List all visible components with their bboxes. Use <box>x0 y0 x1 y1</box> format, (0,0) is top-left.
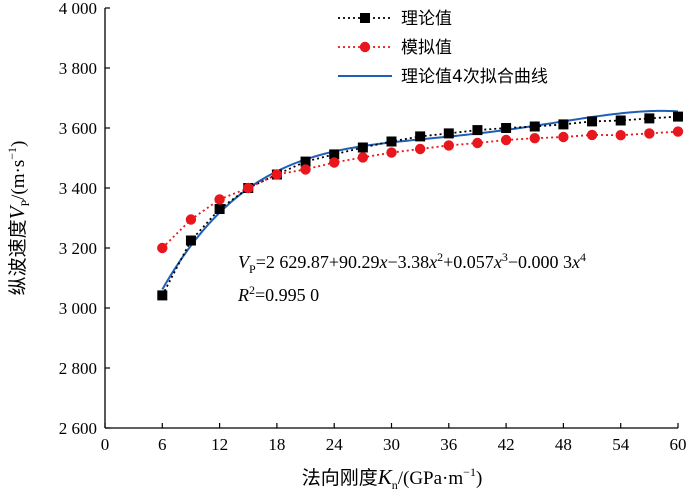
legend-fit-label: 理论值4次拟合曲线 <box>401 67 548 87</box>
fit-equation-part: 3 <box>502 250 508 264</box>
theory-point <box>501 123 512 133</box>
theory-point <box>443 128 454 139</box>
y-tick-label: 3 800 <box>59 59 97 78</box>
simulated-point <box>558 131 569 143</box>
x-tick-label: 24 <box>326 435 344 454</box>
series-layer <box>157 109 684 301</box>
y-tick-label: 3 000 <box>59 299 97 318</box>
theory-point <box>673 111 683 122</box>
x-tick-label: 60 <box>670 435 687 454</box>
simulated-point <box>615 130 626 141</box>
simulated-point <box>214 194 225 205</box>
x-tick-label: 42 <box>498 435 515 454</box>
simulated-point <box>472 137 483 149</box>
simulated-point <box>529 133 540 144</box>
x-tick-label: 6 <box>158 435 167 454</box>
legend-simulated-label: 模拟值 <box>401 38 452 58</box>
legend-simulated-marker <box>359 41 371 53</box>
theory-point <box>329 149 340 160</box>
simulated-point <box>185 214 197 225</box>
y-axis-title: 纵波速度VP/(m·s−1) <box>5 141 32 296</box>
r-squared-label: R2=0.995 0 <box>237 283 319 305</box>
fit-equation-part: V <box>238 252 251 272</box>
theory-point <box>415 131 426 142</box>
fit-equation-part: +0.057 <box>443 252 494 272</box>
x-tick-label: 54 <box>612 435 630 454</box>
simulated-point <box>672 126 684 137</box>
fit-equation-part: −3.38 <box>388 252 430 272</box>
theory-point <box>157 290 168 301</box>
x-axis-title: 法向刚度Kn/(GPa·m−1) <box>302 465 483 492</box>
y-tick-label: 2 800 <box>59 359 97 378</box>
fit-equation-part: 4 <box>580 250 586 264</box>
r-squared-label-part: R <box>237 285 249 305</box>
simulated-point <box>586 129 598 141</box>
simulated-point <box>386 147 397 158</box>
fit-equation-part: x <box>571 252 580 272</box>
legend-theory-marker <box>360 13 370 23</box>
x-tick-label: 12 <box>211 435 228 454</box>
simulated-point <box>157 242 168 254</box>
simulated-point <box>243 182 254 194</box>
theory-point <box>357 142 368 153</box>
simulated-point <box>329 157 340 168</box>
legend-theory-label: 理论值 <box>401 9 452 29</box>
y-tick-label: 3 400 <box>59 179 97 198</box>
x-axis-ticks: 0 6 12 18 24 30 36 42 48 54 60 <box>101 423 687 454</box>
y-tick-label: 2 600 <box>59 419 97 438</box>
simulated-point <box>357 152 369 163</box>
fit-equation-part: 2 <box>437 250 443 264</box>
theory-point <box>529 121 540 132</box>
theory-point <box>558 119 569 130</box>
theory-point <box>644 113 655 124</box>
x-tick-label: 0 <box>101 435 110 454</box>
y-tick-label: 3 600 <box>59 119 97 138</box>
theory-point <box>472 125 483 136</box>
x-tick-label: 48 <box>555 435 572 454</box>
annotations: VP=2 629.87+90.29x−3.38x2+0.057x3−0.000 … <box>237 250 586 305</box>
simulated-point <box>300 164 311 175</box>
y-tick-label: 4 000 <box>59 0 97 18</box>
x-tick-label: 36 <box>440 435 457 454</box>
fit-equation-part: x <box>493 252 502 272</box>
fit-equation-part: x <box>428 252 437 272</box>
x-tick-label: 30 <box>383 435 400 454</box>
r-squared-label-part: =0.995 0 <box>255 285 319 305</box>
theory-point <box>214 204 225 214</box>
x-tick-label: 18 <box>268 435 285 454</box>
fit-equation-part: P <box>249 262 256 276</box>
fit-equation-part: x <box>379 252 388 272</box>
r-squared-label-part: 2 <box>249 283 255 297</box>
simulated-point <box>644 128 655 139</box>
simulated-point <box>500 134 512 146</box>
theory-point <box>615 115 626 126</box>
theory-point <box>386 136 397 147</box>
theory-point <box>185 235 196 246</box>
y-tick-label: 3 200 <box>59 239 97 258</box>
theory-point <box>587 116 598 127</box>
fit-equation-part: −0.000 3 <box>508 252 572 272</box>
fit-equation: VP=2 629.87+90.29x−3.38x2+0.057x3−0.000 … <box>238 250 586 276</box>
y-axis-ticks: 2 600 2 800 3 000 3 200 3 400 3 600 3 800 4 000 <box>59 0 110 438</box>
simulated-point <box>271 169 283 180</box>
simulated-point <box>443 140 454 151</box>
simulated-point <box>414 143 426 155</box>
theory-point <box>300 156 311 167</box>
fit-equation-part: =2 629.87+90.29 <box>256 252 380 272</box>
